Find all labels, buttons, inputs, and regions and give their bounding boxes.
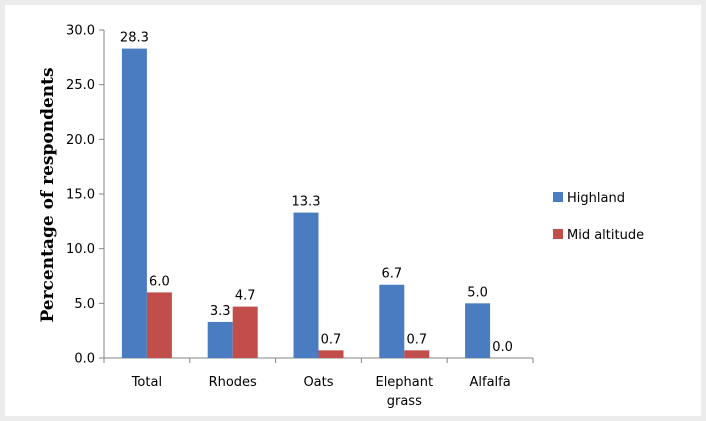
data-label: 0.7 xyxy=(406,332,427,347)
bar-mid-altitude xyxy=(146,292,172,358)
y-tick-label: 20.0 xyxy=(66,133,95,148)
bar-chart: Percentage of respondents 0.0 5.0 10.0 15.0… xyxy=(38,24,644,410)
x-tick-label-line: Total xyxy=(131,375,162,390)
data-label: 6.0 xyxy=(149,274,170,289)
x-tick-label: Alfalfa xyxy=(469,375,510,390)
y-axis-label: Percentage of respondents xyxy=(38,67,58,322)
data-label: 0.0 xyxy=(492,340,513,355)
chart-container: Percentage of respondents 0.0 5.0 10.0 15.0… xyxy=(5,5,701,416)
x-tick-label-line: Alfalfa xyxy=(469,375,510,390)
y-tick-label: 15.0 xyxy=(66,188,95,203)
bar-mid-altitude xyxy=(232,306,258,358)
x-tick-label: Oats xyxy=(303,375,333,390)
data-label: 6.7 xyxy=(381,267,402,282)
data-label: 4.7 xyxy=(235,289,256,304)
data-label: 28.3 xyxy=(120,31,149,46)
bar-highland xyxy=(293,212,319,358)
y-tick-label: 30.0 xyxy=(66,24,95,39)
y-tick-label: 5.0 xyxy=(74,297,95,312)
bar-highland xyxy=(207,321,233,358)
bar-mid-altitude xyxy=(318,350,344,358)
bar-highland xyxy=(465,303,491,358)
y-tick-label: 0.0 xyxy=(74,352,95,367)
x-tick-label-line: Oats xyxy=(303,375,333,390)
x-tick-label-line: Elephant xyxy=(375,375,433,390)
x-tick-label: Rhodes xyxy=(209,375,257,390)
data-label: 5.0 xyxy=(467,285,488,300)
data-label: 13.3 xyxy=(292,195,321,210)
x-tick-label-line: Rhodes xyxy=(209,375,257,390)
x-tick-label-line: grass xyxy=(387,394,422,409)
y-tick-label: 10.0 xyxy=(66,242,95,257)
y-tick-label: 25.0 xyxy=(66,78,95,93)
x-tick-label: Total xyxy=(131,375,162,390)
data-label: 3.3 xyxy=(210,304,231,319)
legend-swatch xyxy=(553,192,563,202)
legend-label: Mid altitude xyxy=(567,228,644,243)
bar-highland xyxy=(121,48,147,358)
data-label: 0.7 xyxy=(321,332,342,347)
x-tick-label: Elephant grass xyxy=(375,375,433,409)
bar-mid-altitude xyxy=(404,350,430,358)
legend-label: Highland xyxy=(567,191,625,206)
bar-highland xyxy=(379,284,405,358)
legend-swatch xyxy=(553,229,563,239)
